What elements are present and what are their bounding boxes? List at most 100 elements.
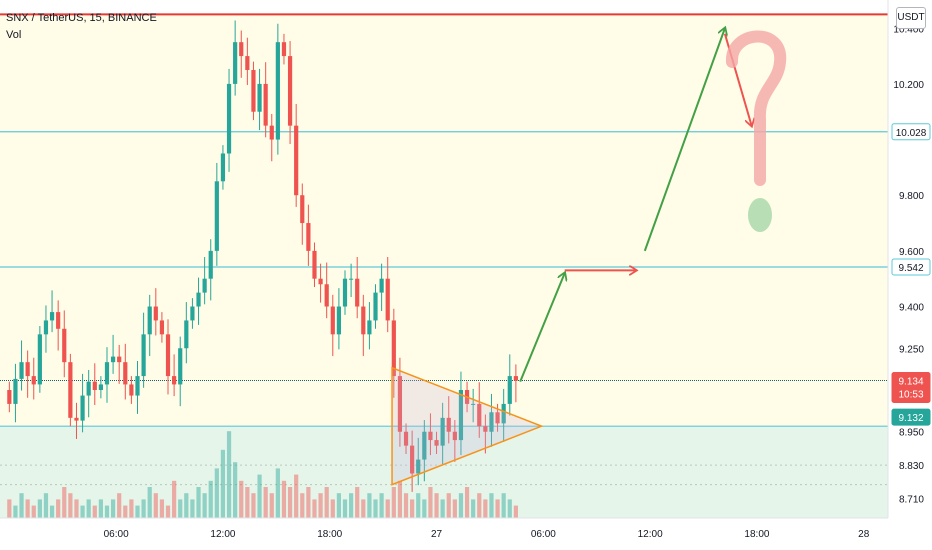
- candle-body: [385, 278, 390, 321]
- candle-body: [306, 223, 311, 251]
- candle-body: [403, 431, 409, 446]
- candle-body: [251, 70, 256, 112]
- candle-body: [153, 306, 158, 321]
- candle-body: [117, 356, 122, 363]
- volume-bar: [104, 505, 110, 518]
- candle-body: [184, 320, 189, 349]
- volume-bar: [92, 505, 97, 518]
- bar-countdown: 10:53: [898, 390, 923, 401]
- volume-bar: [330, 499, 335, 518]
- candle-body: [98, 384, 103, 390]
- volume-bar: [428, 487, 433, 518]
- volume-bar: [300, 493, 305, 518]
- time-axis-bg: [0, 518, 932, 550]
- candle-body: [147, 306, 152, 335]
- candle-body: [233, 42, 238, 84]
- candle-body: [513, 376, 518, 381]
- volume-bar: [495, 499, 500, 518]
- candle-body: [355, 278, 360, 307]
- candle-body: [434, 440, 439, 446]
- volume-bar: [141, 499, 146, 518]
- candle-body: [214, 181, 219, 251]
- volume-bar: [226, 431, 232, 518]
- candle-body: [318, 278, 323, 285]
- volume-bar: [287, 487, 293, 518]
- volume-bar: [202, 493, 207, 518]
- volume-bar: [397, 480, 403, 518]
- volume-bar: [129, 499, 134, 518]
- candle-body: [68, 362, 73, 418]
- volume-bar: [74, 499, 79, 518]
- volume-bar: [251, 493, 256, 518]
- candle-body: [80, 395, 85, 421]
- volume-bar: [7, 499, 12, 518]
- candle-body: [49, 312, 55, 321]
- time-tick-label: 12:00: [638, 529, 663, 540]
- volume-bar: [269, 493, 274, 518]
- candle-body: [208, 250, 213, 279]
- volume-bar: [98, 499, 103, 518]
- chart-legend: SNX / TetherUS, 15, BINANCE Vol: [6, 10, 157, 44]
- time-tick-label: 18:00: [317, 529, 342, 540]
- volume-bar: [80, 505, 85, 518]
- candle-body: [410, 445, 415, 474]
- candle-body: [172, 376, 177, 385]
- volume-bar: [31, 505, 36, 518]
- candle-body: [92, 381, 97, 390]
- candle-body: [281, 42, 287, 57]
- candle-body: [440, 417, 445, 446]
- candle-body: [483, 426, 488, 432]
- price-tick-label: 9.600: [899, 247, 924, 258]
- candle-body: [507, 376, 512, 404]
- volume-bar: [178, 499, 183, 518]
- candle-body: [446, 417, 451, 432]
- price-marker-label: 9.134: [898, 377, 923, 388]
- candle-body: [31, 376, 36, 385]
- candle-body: [501, 403, 506, 424]
- candle-body: [367, 320, 372, 335]
- candle-body: [202, 278, 207, 293]
- volume-bar: [68, 493, 73, 518]
- volume-bar: [324, 487, 329, 518]
- chart-grid: [0, 464, 888, 486]
- candle-body: [135, 376, 140, 396]
- volume-bar: [342, 499, 348, 518]
- candle-body: [159, 320, 165, 335]
- candle-body: [104, 362, 110, 385]
- candle-body: [300, 195, 305, 224]
- volume-bar: [19, 493, 24, 518]
- volume-indicator-label[interactable]: Vol: [6, 29, 22, 41]
- volume-bar: [172, 480, 177, 518]
- time-axis[interactable]: 06:00 12:00 18:00 27 06:00 12:00 18:00 28: [0, 517, 932, 550]
- price-tick-label: 8.830: [899, 461, 924, 472]
- candle-body: [324, 284, 329, 307]
- currency-label[interactable]: USDT: [896, 7, 926, 29]
- price-marker-label: 9.542: [898, 263, 923, 274]
- time-tick-label: 06:00: [104, 529, 129, 540]
- candle-body: [62, 328, 67, 363]
- candle-body: [287, 56, 293, 126]
- candle-body: [196, 292, 201, 307]
- volume-bar: [312, 499, 317, 518]
- volume-bar: [184, 493, 189, 518]
- volume-bar: [245, 487, 250, 518]
- price-axis[interactable]: 10.400 10.200 9.800 9.600 9.400 9.250 8.950 8.8…: [887, 0, 932, 550]
- symbol-title[interactable]: SNX / TetherUS, 15, BINANCE: [6, 12, 157, 24]
- volume-bar: [410, 499, 415, 518]
- question-mark-dot: [748, 198, 772, 232]
- candle-body: [336, 306, 341, 335]
- volume-bar: [464, 487, 470, 518]
- volume-bar: [214, 468, 219, 518]
- volume-bar: [434, 493, 439, 518]
- candle-body: [37, 334, 42, 385]
- volume-bar: [446, 493, 451, 518]
- candle-body: [391, 320, 396, 377]
- price-tick-label: 9.800: [899, 191, 924, 202]
- price-marker-label: 9.132: [898, 413, 923, 424]
- candle-body: [458, 390, 464, 441]
- volume-bar: [37, 499, 42, 518]
- volume-bar: [349, 493, 354, 518]
- candle-body: [263, 83, 268, 126]
- volume-bar: [483, 499, 488, 518]
